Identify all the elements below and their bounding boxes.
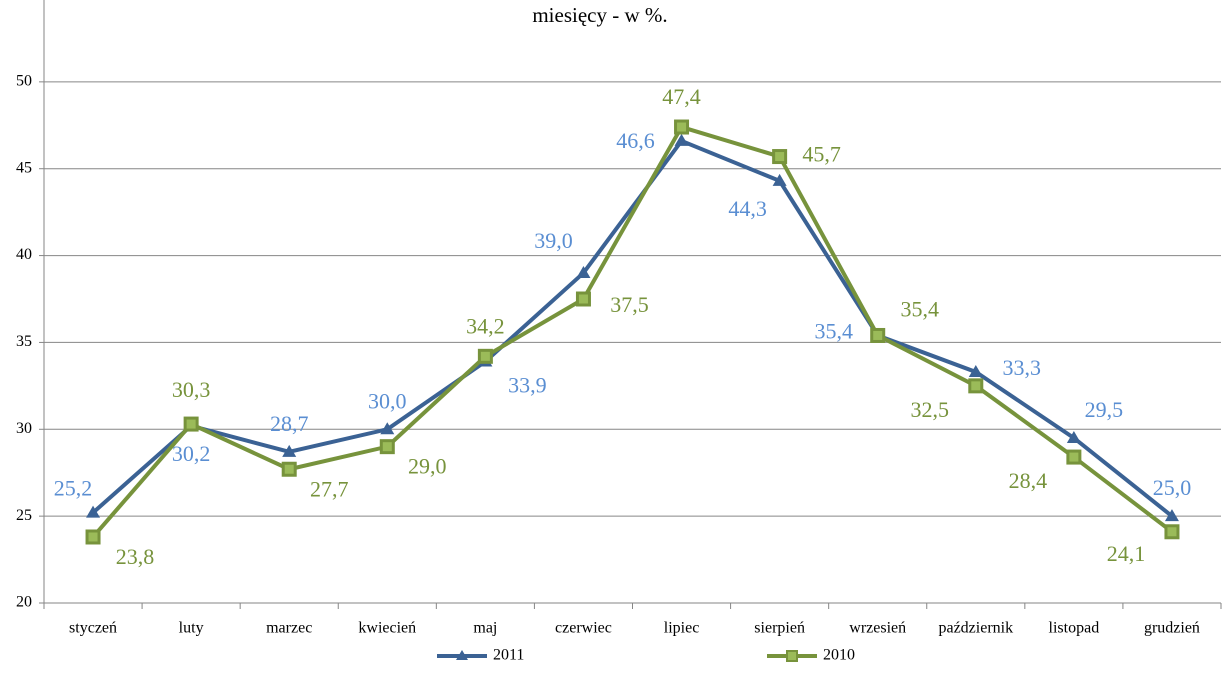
x-tick-label: marzec bbox=[266, 620, 312, 637]
data-label: 46,6 bbox=[616, 128, 655, 153]
data-label: 37,5 bbox=[610, 292, 649, 317]
series-line bbox=[91, 138, 1174, 518]
marker bbox=[772, 173, 787, 186]
x-tick-label: listopad bbox=[1049, 620, 1100, 637]
data-label: 29,5 bbox=[1085, 397, 1124, 422]
x-tick-label: luty bbox=[179, 620, 204, 637]
marker bbox=[282, 444, 297, 457]
marker bbox=[379, 439, 395, 455]
legend-marker bbox=[456, 650, 468, 660]
marker bbox=[1066, 449, 1082, 465]
marker bbox=[968, 364, 983, 377]
data-label: 32,5 bbox=[911, 397, 950, 422]
data-label: 30,3 bbox=[172, 377, 211, 402]
legend-marker bbox=[786, 650, 798, 662]
marker bbox=[674, 133, 689, 146]
data-label: 29,0 bbox=[408, 454, 447, 479]
series-line bbox=[91, 124, 1174, 539]
marker bbox=[477, 348, 493, 364]
data-label: 45,7 bbox=[802, 142, 841, 167]
data-label: 28,7 bbox=[270, 411, 309, 436]
y-tick-label: 50 bbox=[16, 73, 32, 90]
marker bbox=[281, 461, 297, 477]
data-label: 27,7 bbox=[310, 476, 349, 501]
x-tick-label: październik bbox=[938, 620, 1013, 637]
marker bbox=[86, 505, 101, 518]
marker bbox=[85, 529, 101, 545]
marker bbox=[1164, 509, 1179, 522]
data-label: 35,4 bbox=[900, 297, 939, 322]
data-label: 30,2 bbox=[172, 441, 211, 466]
x-tick-label: lipiec bbox=[664, 620, 700, 637]
y-tick-label: 45 bbox=[16, 159, 32, 176]
x-tick-label: maj bbox=[473, 620, 497, 637]
marker bbox=[968, 378, 984, 394]
data-label: 34,2 bbox=[466, 313, 505, 338]
marker bbox=[674, 119, 690, 135]
marker bbox=[183, 416, 199, 432]
marker bbox=[1066, 430, 1081, 443]
data-label: 35,4 bbox=[814, 319, 853, 344]
data-label: 28,4 bbox=[1009, 468, 1048, 493]
chart-title: miesięcy - w %. bbox=[532, 3, 667, 27]
marker bbox=[575, 291, 591, 307]
data-label: 25,0 bbox=[1153, 475, 1192, 500]
legend-label: 2011 bbox=[493, 647, 524, 664]
x-tick-label: sierpień bbox=[754, 620, 805, 637]
data-label: 33,9 bbox=[508, 373, 547, 398]
x-tick-label: grudzień bbox=[1144, 620, 1200, 637]
data-label: 47,4 bbox=[662, 84, 701, 109]
data-label: 30,0 bbox=[368, 388, 407, 413]
data-label: 25,2 bbox=[54, 476, 93, 501]
y-tick-label: 25 bbox=[16, 507, 32, 524]
y-tick-label: 40 bbox=[16, 246, 32, 263]
legend-label: 2010 bbox=[823, 647, 855, 664]
data-label: 33,3 bbox=[1003, 355, 1042, 380]
marker bbox=[1164, 524, 1180, 540]
marker bbox=[380, 422, 395, 435]
y-tick-label: 35 bbox=[16, 333, 32, 350]
data-label: 23,8 bbox=[116, 544, 155, 569]
marker bbox=[576, 265, 591, 278]
data-label: 24,1 bbox=[1107, 541, 1146, 566]
marker bbox=[772, 149, 788, 165]
x-tick-label: wrzesień bbox=[849, 620, 906, 637]
data-label: 44,3 bbox=[728, 196, 767, 221]
data-label: 39,0 bbox=[534, 228, 573, 253]
y-tick-label: 30 bbox=[16, 420, 32, 437]
marker bbox=[870, 327, 886, 343]
x-tick-label: styczeń bbox=[69, 620, 117, 637]
x-tick-label: kwiecień bbox=[358, 620, 416, 637]
x-tick-label: czerwiec bbox=[555, 620, 612, 637]
y-tick-label: 20 bbox=[16, 594, 32, 611]
